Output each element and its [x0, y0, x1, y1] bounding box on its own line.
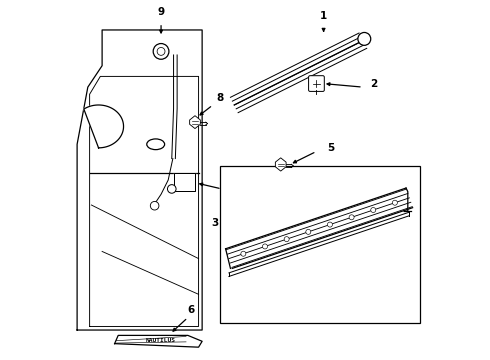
Text: 2: 2: [370, 78, 377, 89]
Circle shape: [358, 32, 371, 45]
Text: 6: 6: [188, 305, 195, 315]
Circle shape: [371, 207, 376, 212]
FancyBboxPatch shape: [309, 76, 324, 91]
Text: 8: 8: [217, 93, 223, 103]
Circle shape: [263, 244, 268, 249]
Polygon shape: [275, 158, 286, 171]
Circle shape: [284, 237, 289, 242]
Circle shape: [150, 202, 159, 210]
Circle shape: [327, 222, 332, 227]
Text: 4: 4: [281, 291, 288, 301]
Text: 3: 3: [211, 218, 218, 228]
Polygon shape: [190, 116, 200, 129]
Bar: [220, 166, 420, 323]
Polygon shape: [173, 173, 195, 191]
Text: 7: 7: [227, 180, 234, 190]
Text: 5: 5: [327, 143, 334, 153]
Polygon shape: [115, 336, 202, 347]
Circle shape: [153, 44, 169, 59]
Circle shape: [349, 215, 354, 220]
Text: 1: 1: [320, 11, 327, 21]
Text: 9: 9: [157, 7, 165, 17]
Polygon shape: [77, 30, 202, 330]
Circle shape: [306, 229, 311, 234]
Polygon shape: [84, 105, 123, 148]
Circle shape: [241, 251, 246, 256]
Circle shape: [168, 185, 176, 193]
Circle shape: [392, 200, 397, 205]
Text: NAUTILUS: NAUTILUS: [146, 338, 176, 343]
